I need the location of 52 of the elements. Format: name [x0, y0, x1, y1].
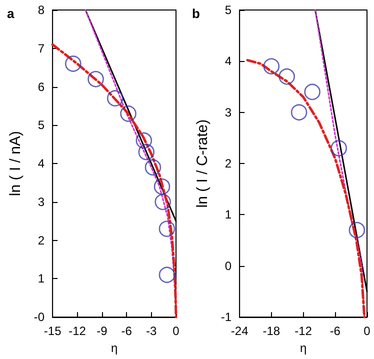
x-tick-label: -6 — [121, 324, 132, 338]
chart-title: b — [192, 6, 200, 21]
x-tick-label: -9 — [96, 324, 108, 338]
point — [65, 56, 82, 72]
point — [120, 106, 136, 122]
y-axis-title: ln ( I / nA) — [7, 131, 24, 196]
y-tick-label: 3 — [224, 105, 232, 120]
y-tick-label: -0 — [34, 310, 45, 324]
x-axis-title: η — [300, 341, 307, 355]
chart-title: a — [7, 6, 15, 21]
x-tick-label: -6 — [330, 324, 341, 338]
point — [158, 220, 176, 237]
point — [154, 194, 171, 210]
x-tick-label: 0 — [172, 324, 180, 338]
point — [290, 104, 308, 121]
y-tick-label: 5 — [224, 3, 232, 17]
point — [144, 159, 162, 176]
y-axis-title: ln ( I / C-rate) — [194, 119, 211, 208]
point — [278, 68, 295, 85]
y-tick-label: 4 — [38, 156, 45, 171]
y-tick-label: -1 — [220, 310, 232, 324]
y-tick-label: 6 — [38, 80, 45, 94]
point — [138, 144, 155, 160]
point — [106, 90, 124, 106]
point — [330, 140, 348, 156]
point — [304, 84, 320, 100]
y-tick-label: 5 — [38, 118, 45, 132]
y-tick-label: 4 — [224, 54, 232, 68]
y-tick-label: 2 — [224, 156, 232, 171]
point — [154, 178, 170, 195]
line-series — [246, 58, 366, 318]
x-tick-label: 0 — [364, 324, 371, 338]
line-series — [51, 43, 178, 318]
point — [136, 132, 152, 149]
y-tick-label: 3 — [38, 194, 45, 209]
point — [263, 58, 280, 74]
y-tick-label: 0 — [224, 258, 232, 273]
point — [158, 266, 176, 284]
y-tick-label: 1 — [38, 272, 45, 286]
x-axis-title: η — [110, 341, 118, 355]
point — [88, 70, 104, 88]
x-tick-label: -12 — [68, 324, 86, 338]
point — [348, 222, 366, 238]
y-tick-label: 2 — [38, 233, 45, 248]
y-tick-label: 8 — [38, 3, 45, 17]
x-tick-label: -18 — [262, 324, 280, 338]
x-tick-label: -3 — [146, 324, 157, 338]
x-tick-label: -15 — [44, 324, 62, 338]
y-tick-label: 1 — [224, 208, 232, 222]
x-tick-label: -24 — [230, 324, 249, 338]
x-tick-label: -12 — [294, 324, 312, 338]
y-tick-label: 7 — [38, 41, 45, 56]
